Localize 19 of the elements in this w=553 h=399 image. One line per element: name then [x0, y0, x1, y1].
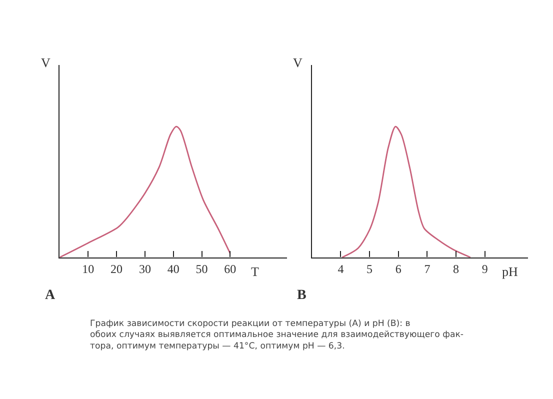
x-tick-label: 60 — [224, 262, 236, 276]
x-tick-label: 4 — [338, 262, 344, 276]
text: A — [45, 288, 56, 303]
x-tick-label: 10 — [82, 262, 94, 276]
x-tick-label: 20 — [110, 262, 123, 276]
x-tick-label: 6 — [395, 262, 402, 276]
x-tick-label: 40 — [167, 262, 180, 276]
x-axis-title: pH — [502, 264, 518, 279]
x-tick-label: 30 — [138, 262, 151, 276]
text: График зависимости скорости реакции от температуры (A) и pH (B): в обоих случаях выявляется оптимальное значение для взаимодействующего фак- тора, оптимум температуры — 41°С, оптимум pH — 6,3. — [90, 319, 464, 352]
x-tick-label: 5 — [366, 262, 373, 276]
text: B — [297, 288, 306, 303]
y-axis-title: V — [293, 55, 303, 70]
x-tick-label: 9 — [482, 262, 488, 276]
y-axis-title: V — [41, 55, 51, 70]
x-axis-title: T — [251, 264, 259, 279]
x-tick-label: 8 — [453, 262, 460, 276]
x-tick-label: 50 — [196, 262, 208, 276]
x-tick-label: 7 — [424, 262, 430, 276]
